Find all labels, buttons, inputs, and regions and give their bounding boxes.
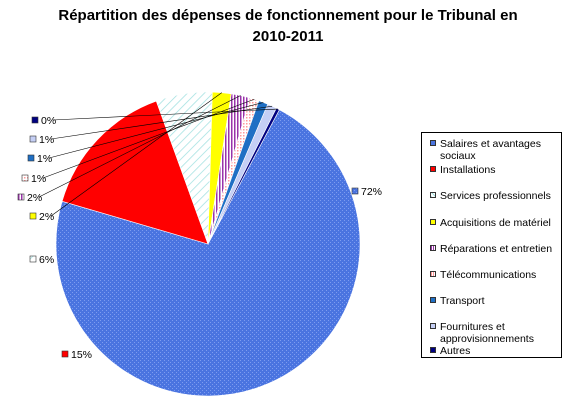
legend-swatch-telecommunications [430, 271, 436, 277]
legend-label-autres: Autres [440, 345, 471, 357]
legend-label-reparations-et-entretien: Réparations et entretien [440, 243, 553, 255]
legend-label-salaires-et-avantages-sociaux: Salaires et avantages sociaux [440, 138, 541, 162]
legend-swatch-fournitures-et-approvisionnements [430, 323, 436, 329]
legend-item-telecommunications: Télécommunications [430, 269, 560, 281]
legend-item-fournitures-et-approvisionnements: Fournitures et approvisionnements [430, 321, 560, 345]
data-label-swatch-acquisitions-de-materiel [29, 212, 37, 220]
data-label-acquisitions-de-materiel: 2% [39, 211, 54, 223]
data-label-swatch-installations [61, 350, 69, 358]
legend-label-transport: Transport [440, 295, 485, 307]
data-label-swatch-autres [31, 116, 39, 124]
chart-legend: Salaires et avantages sociaux Installatio… [421, 132, 562, 358]
pie-slice-autres [207, 107, 280, 245]
leader-line-autres [52, 108, 278, 121]
legend-swatch-installations [430, 166, 436, 172]
leader-line-telecommunications [42, 98, 255, 179]
chart-title-line-2: 2010-2011 [252, 28, 324, 45]
data-label-transport: 1% [37, 153, 52, 165]
data-label-autres: 0% [41, 115, 56, 127]
data-label-reparations-et-entretien: 2% [27, 192, 42, 204]
data-label-swatch-telecommunications [21, 174, 29, 182]
legend-swatch-reparations-et-entretien [430, 245, 436, 251]
legend-item-services-professionnels: Services professionnels [430, 190, 560, 202]
leader-line-fournitures-et-approvisionnements [50, 105, 273, 140]
pie-slices [55, 91, 361, 397]
pie-slice-installations [61, 100, 209, 245]
data-label-salaires-et-avantages-sociaux: 72% [361, 186, 382, 198]
legend-item-installations: Installations [430, 164, 560, 176]
data-label-swatch-salaires-et-avantages-sociaux [351, 187, 359, 195]
pie-slice-salaires-et-avantages-sociaux [55, 109, 361, 397]
legend-swatch-autres [430, 347, 436, 353]
legend-item-reparations-et-entretien: Réparations et entretien [430, 243, 560, 255]
legend-swatch-salaires-et-avantages-sociaux [430, 140, 436, 146]
data-label-swatch-fournitures-et-approvisionnements [29, 135, 37, 143]
data-label-fournitures-et-approvisionnements: 1% [39, 134, 54, 146]
legend-label-acquisitions-de-materiel: Acquisitions de matériel [440, 217, 551, 229]
pie-leader-lines [38, 92, 278, 217]
legend-label-telecommunications: Télécommunications [440, 269, 537, 281]
legend-label-services-professionnels: Services professionnels [440, 190, 551, 202]
data-label-services-professionnels: 6% [39, 254, 54, 266]
data-label-installations: 15% [71, 349, 92, 361]
legend-item-acquisitions-de-materiel: Acquisitions de matériel [430, 217, 560, 229]
data-label-swatch-transport [27, 154, 35, 162]
chart-title: Répartition des dépenses de fonctionneme… [0, 5, 576, 47]
legend-item-transport: Transport [430, 295, 560, 307]
data-label-swatch-services-professionnels [29, 255, 37, 263]
legend-swatch-transport [430, 297, 436, 303]
data-label-telecommunications: 1% [31, 173, 46, 185]
chart-title-line-1: Répartition des dépenses de fonctionneme… [58, 7, 518, 24]
legend-swatch-acquisitions-de-materiel [430, 219, 436, 225]
legend-swatch-services-professionnels [430, 192, 436, 198]
legend-label-installations: Installations [440, 164, 496, 176]
legend-item-autres: Autres [430, 345, 560, 357]
legend-label-fournitures-et-approvisionnements: Fournitures et approvisionnements [440, 321, 534, 345]
legend-item-salaires-et-avantages-sociaux: Salaires et avantages sociaux [430, 138, 560, 162]
pie-data-labels: 72% 15% 6% 2% 2% 1% 1% 1% 0% [17, 115, 382, 361]
data-label-swatch-reparations-et-entretien [17, 193, 25, 201]
